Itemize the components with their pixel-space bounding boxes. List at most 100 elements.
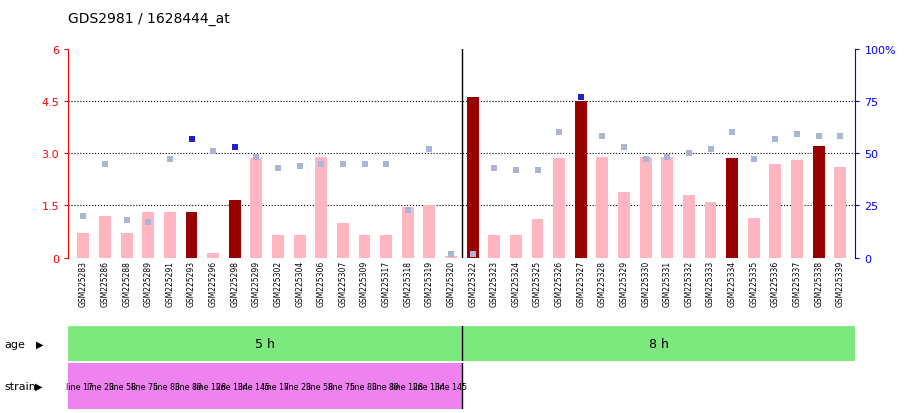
- Text: GSM225333: GSM225333: [706, 260, 715, 306]
- Bar: [553, 159, 565, 258]
- Text: GSM225283: GSM225283: [79, 260, 88, 306]
- Bar: [791, 161, 803, 258]
- Text: GSM225319: GSM225319: [425, 260, 434, 306]
- Text: GSM225334: GSM225334: [728, 260, 736, 306]
- Text: line 89: line 89: [175, 382, 202, 391]
- Text: GDS2981 / 1628444_at: GDS2981 / 1628444_at: [68, 12, 230, 26]
- Text: line 23: line 23: [87, 382, 115, 391]
- Bar: [316, 157, 328, 258]
- Bar: [374, 363, 396, 409]
- Bar: [90, 363, 112, 409]
- Bar: [243, 363, 265, 409]
- Text: GSM225329: GSM225329: [620, 260, 629, 306]
- Bar: [531, 220, 543, 258]
- Text: GSM225328: GSM225328: [598, 260, 607, 306]
- Text: GSM225299: GSM225299: [252, 260, 261, 306]
- Bar: [186, 213, 197, 258]
- Text: line 134: line 134: [217, 382, 248, 391]
- Bar: [207, 253, 219, 258]
- Bar: [834, 168, 846, 258]
- Bar: [352, 363, 374, 409]
- Text: line 89: line 89: [371, 382, 399, 391]
- Bar: [402, 208, 414, 258]
- Text: GSM225330: GSM225330: [642, 260, 650, 306]
- Text: line 75: line 75: [131, 382, 158, 391]
- Bar: [272, 235, 284, 258]
- Text: GSM225332: GSM225332: [684, 260, 693, 306]
- Text: GSM225322: GSM225322: [468, 260, 477, 306]
- Bar: [575, 102, 587, 258]
- Text: GSM225306: GSM225306: [317, 260, 326, 306]
- Bar: [221, 363, 243, 409]
- Text: GSM225331: GSM225331: [662, 260, 672, 306]
- Text: ▶: ▶: [35, 381, 42, 391]
- Text: ▶: ▶: [36, 339, 44, 349]
- Text: line 134: line 134: [413, 382, 445, 391]
- Text: line 145: line 145: [238, 382, 270, 391]
- Text: 8 h: 8 h: [649, 337, 669, 350]
- Bar: [99, 216, 111, 258]
- Bar: [68, 326, 461, 361]
- Text: GSM225324: GSM225324: [511, 260, 521, 306]
- Text: line 58: line 58: [109, 382, 136, 391]
- Bar: [440, 363, 462, 409]
- Text: GSM225327: GSM225327: [576, 260, 585, 306]
- Bar: [330, 363, 352, 409]
- Text: GSM225298: GSM225298: [230, 260, 239, 306]
- Bar: [418, 363, 440, 409]
- Text: GSM225338: GSM225338: [814, 260, 824, 306]
- Bar: [662, 157, 673, 258]
- Text: line 128: line 128: [195, 382, 227, 391]
- Bar: [68, 363, 90, 409]
- Bar: [813, 147, 824, 258]
- Text: line 128: line 128: [391, 382, 423, 391]
- Text: GSM225288: GSM225288: [122, 260, 131, 306]
- Text: age: age: [5, 339, 25, 349]
- Bar: [445, 256, 457, 258]
- Bar: [682, 196, 695, 258]
- Bar: [467, 98, 479, 258]
- Text: line 17: line 17: [262, 382, 289, 391]
- Text: GSM225307: GSM225307: [339, 260, 348, 306]
- Text: line 83: line 83: [350, 382, 377, 391]
- Text: GSM225296: GSM225296: [208, 260, 217, 306]
- Text: GSM225304: GSM225304: [295, 260, 304, 306]
- Text: GSM225337: GSM225337: [793, 260, 802, 306]
- Bar: [704, 202, 716, 258]
- Bar: [77, 234, 89, 258]
- Bar: [265, 363, 287, 409]
- Bar: [134, 363, 156, 409]
- Bar: [228, 201, 241, 258]
- Bar: [142, 213, 154, 258]
- Text: GSM225293: GSM225293: [187, 260, 196, 306]
- Bar: [380, 235, 392, 258]
- Text: line 145: line 145: [435, 382, 467, 391]
- Text: GSM225286: GSM225286: [100, 260, 109, 306]
- Text: line 75: line 75: [328, 382, 355, 391]
- Bar: [423, 206, 435, 258]
- Text: GSM225289: GSM225289: [144, 260, 153, 306]
- Bar: [510, 235, 521, 258]
- Bar: [596, 157, 608, 258]
- Bar: [461, 326, 855, 361]
- Bar: [250, 159, 262, 258]
- Bar: [748, 218, 760, 258]
- Text: line 58: line 58: [306, 382, 333, 391]
- Text: line 23: line 23: [284, 382, 311, 391]
- Text: strain: strain: [5, 381, 36, 391]
- Bar: [177, 363, 199, 409]
- Text: 5 h: 5 h: [255, 337, 275, 350]
- Text: GSM225335: GSM225335: [749, 260, 758, 306]
- Text: GSM225317: GSM225317: [381, 260, 390, 306]
- Text: GSM225309: GSM225309: [360, 260, 369, 306]
- Bar: [164, 213, 176, 258]
- Text: GSM225323: GSM225323: [490, 260, 499, 306]
- Text: line 83: line 83: [153, 382, 180, 391]
- Bar: [121, 234, 133, 258]
- Bar: [337, 223, 349, 258]
- Text: GSM225336: GSM225336: [771, 260, 780, 306]
- Text: line 17: line 17: [66, 382, 93, 391]
- Bar: [294, 235, 306, 258]
- Bar: [156, 363, 177, 409]
- Bar: [489, 235, 500, 258]
